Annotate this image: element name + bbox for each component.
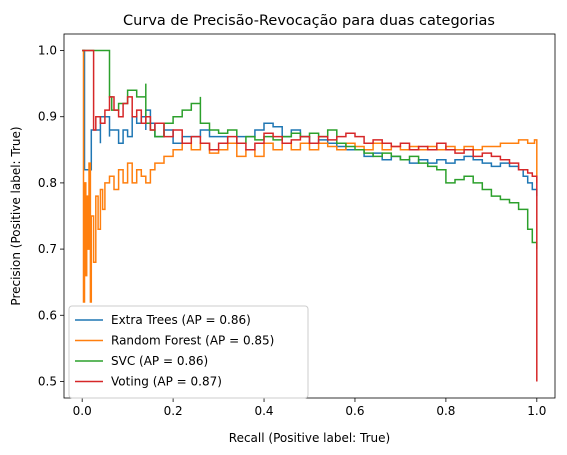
x-axis-label: Recall (Positive label: True) [229, 431, 390, 445]
chart-title: Curva de Precisão-Revocação para duas ca… [123, 13, 495, 29]
x-tick-label: 0.8 [436, 404, 455, 418]
legend-entry: Extra Trees (AP = 0.86) [111, 313, 251, 327]
x-tick-label: 0.4 [254, 404, 273, 418]
x-tick-label: 0.2 [164, 404, 183, 418]
axes-frame [63, 33, 556, 399]
legend-entry: SVC (AP = 0.86) [111, 354, 208, 368]
y-tick-label: 0.9 [38, 110, 57, 124]
y-tick-label: 1.0 [38, 44, 57, 58]
x-tick-label: 0.6 [345, 404, 364, 418]
series-line-3 [82, 49, 538, 382]
legend: Extra Trees (AP = 0.86) Random Forest (AP… [68, 305, 309, 399]
series-lines [82, 49, 538, 382]
y-tick-label: 0.6 [38, 308, 57, 322]
y-tick-label: 0.7 [38, 242, 57, 256]
series-line-2 [82, 49, 538, 250]
legend-entry: Random Forest (AP = 0.85) [111, 334, 274, 348]
y-tick-label: 0.5 [38, 374, 57, 388]
legend-entry: Voting (AP = 0.87) [111, 375, 222, 389]
legend-box [68, 305, 309, 399]
axis-ticks: 0.0 0.2 0.4 0.6 0.8 1.0 0.5 0.6 0.7 0.8 0.9 1.0 [38, 44, 546, 418]
x-tick-label: 0.0 [73, 404, 92, 418]
y-tick-label: 0.8 [38, 176, 57, 190]
x-tick-label: 1.0 [527, 404, 546, 418]
y-axis-label: Precision (Positive label: True) [9, 126, 23, 305]
